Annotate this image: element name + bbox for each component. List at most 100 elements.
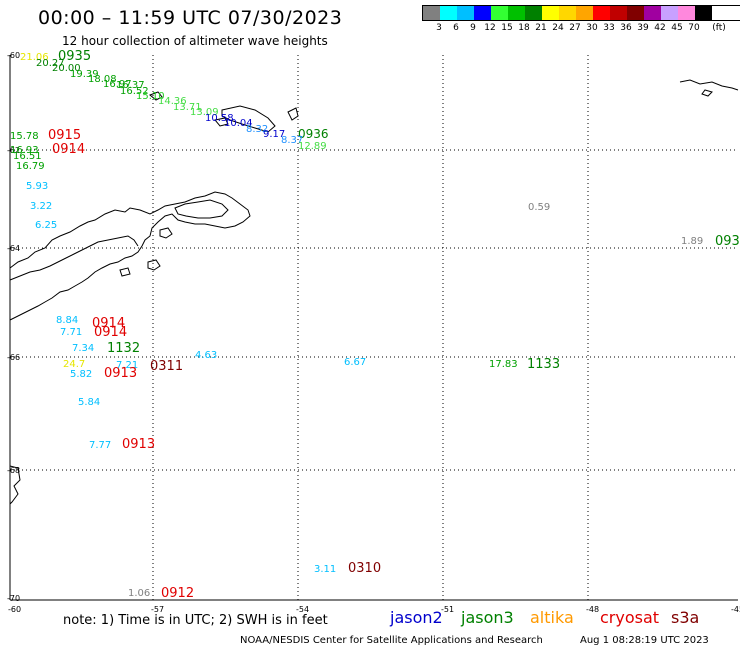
wave-height-label: 8.37 <box>281 135 303 146</box>
color-scale-label: 9 <box>470 23 476 33</box>
small-island-c <box>119 267 131 277</box>
wave-height-label: 16.97 <box>103 79 132 90</box>
coats-land-fragment <box>9 465 21 505</box>
pass-time-label: 0935 <box>58 49 91 64</box>
wave-height-label: 18.08 <box>88 74 117 85</box>
color-scale-label: 12 <box>484 23 496 33</box>
wave-height-label: 6.67 <box>344 357 366 368</box>
pass-time-label: 0311 <box>150 359 183 374</box>
color-scale-label: 6 <box>453 23 459 33</box>
color-swatch <box>559 6 576 20</box>
color-scale-swatches <box>422 5 740 21</box>
wave-height-label: 16.79 <box>16 161 45 172</box>
wave-height-label: 5.84 <box>78 397 100 408</box>
wave-height-label: 15.78 <box>10 131 39 142</box>
footer-note: note: 1) Time is in UTC; 2) SWH is in fe… <box>63 613 328 628</box>
small-island-b <box>147 259 161 271</box>
color-scale-label: 70 <box>688 23 700 33</box>
wave-height-label: 9.17 <box>263 129 285 140</box>
color-scale-label: 30 <box>586 23 598 33</box>
color-swatch <box>661 6 678 20</box>
wave-height-label: 8.32 <box>246 124 268 135</box>
color-scale-label: 36 <box>620 23 632 33</box>
wave-height-label: 4.63 <box>195 350 217 361</box>
wave-height-label: 19.39 <box>70 69 99 80</box>
elephant-island-group <box>214 117 229 127</box>
pass-time-label: 0913 <box>104 366 137 381</box>
wave-height-label: 7.71 <box>60 327 82 338</box>
small-island-a <box>159 227 173 239</box>
wave-height-label: 3.11 <box>314 564 336 575</box>
pass-time-label: 0914 <box>92 316 125 331</box>
color-scale-label: 21 <box>535 23 547 33</box>
color-swatch <box>644 6 661 20</box>
color-scale-label: 24 <box>552 23 564 33</box>
wave-height-label: 16.93 <box>10 145 39 156</box>
longitude-label: -57 <box>151 605 164 614</box>
wave-height-label: 7.34 <box>72 343 94 354</box>
color-swatch <box>474 6 491 20</box>
wave-height-label: 5.82 <box>70 369 92 380</box>
wave-height-label: 20.00 <box>52 63 81 74</box>
color-swatch <box>593 6 610 20</box>
longitude-label: -60 <box>8 605 21 614</box>
coastline <box>9 79 739 505</box>
south-orkney-islands <box>679 79 739 97</box>
observations: 21.06 093520.2720.0019.3918.0816.9716.371… <box>10 49 740 601</box>
color-scale-label: 45 <box>671 23 683 33</box>
wave-height-label: 10.58 <box>205 113 234 124</box>
color-swatch <box>695 6 712 20</box>
legend-item-altika: altika <box>530 608 574 627</box>
wave-height-label: 16.51 <box>13 151 42 162</box>
color-scale: 3 6 9 12 15 18 21 24 27 30 33 36 39 42 45 70 (ft) <box>422 5 740 35</box>
pass-time-label: 1133 <box>527 357 560 372</box>
wave-height-label: 24.7 <box>63 359 85 370</box>
legend-item-s3a: s3a <box>671 608 700 627</box>
color-scale-label: 33 <box>603 23 615 33</box>
axis-labels: -60 -62 -64 -66 -68 -70 -60 -57 -54 -51 -48 -45 <box>7 51 740 614</box>
graticule <box>10 55 738 600</box>
generated-timestamp: Aug 1 08:28:19 UTC 2023 <box>580 635 709 646</box>
wave-height-label: 0.59 <box>528 202 550 213</box>
wave-height-label: 13.71 <box>173 102 202 113</box>
latitude-label: -64 <box>7 244 20 253</box>
color-swatch <box>491 6 508 20</box>
latitude-label: -62 <box>7 146 20 155</box>
wave-height-label: 17.83 <box>489 359 518 370</box>
wave-height-label: 15.10 <box>136 91 165 102</box>
longitude-label: -48 <box>586 605 599 614</box>
color-scale-label: 18 <box>518 23 530 33</box>
color-swatch <box>423 6 440 20</box>
joinville-island <box>174 199 229 219</box>
color-swatch <box>440 6 457 20</box>
wave-height-label: 7.77 <box>89 440 111 451</box>
legend-item-jason2: jason2 <box>390 608 443 627</box>
color-scale-labels: 3 6 9 12 15 18 21 24 27 30 33 36 39 42 45 70 (ft) <box>422 21 740 35</box>
pass-time-label: 0912 <box>161 586 194 601</box>
longitude-label: -54 <box>296 605 309 614</box>
color-swatch <box>457 6 474 20</box>
color-swatch <box>678 6 695 20</box>
wave-height-label: 10.04 <box>224 118 253 129</box>
wave-height-label: 6.25 <box>35 220 57 231</box>
color-swatch <box>525 6 542 20</box>
latitude-label: -68 <box>7 466 20 475</box>
legend-item-jason3: jason3 <box>461 608 514 627</box>
map-title: 00:00 – 11:59 UTC 07/30/2023 <box>38 7 343 29</box>
wave-height-label: 20.27 <box>36 58 65 69</box>
color-swatch <box>610 6 627 20</box>
legend-item-cryosat: cryosat <box>600 608 660 627</box>
wave-height-label: 3.22 <box>30 201 52 212</box>
south-shetland-islands <box>149 91 299 133</box>
latitude-label: -66 <box>7 353 20 362</box>
pass-time-label: 0936 <box>298 127 329 141</box>
peninsula-inner-coast <box>9 235 139 281</box>
color-scale-label: 42 <box>654 23 666 33</box>
wave-height-label: 1.06 <box>128 588 150 599</box>
wave-height-label: 093 <box>715 234 740 249</box>
wave-height-label: 16.52 <box>120 86 149 97</box>
longitude-label: -45 <box>731 605 740 614</box>
map-subtitle: 12 hour collection of altimeter wave hei… <box>62 34 328 48</box>
color-swatch <box>576 6 593 20</box>
